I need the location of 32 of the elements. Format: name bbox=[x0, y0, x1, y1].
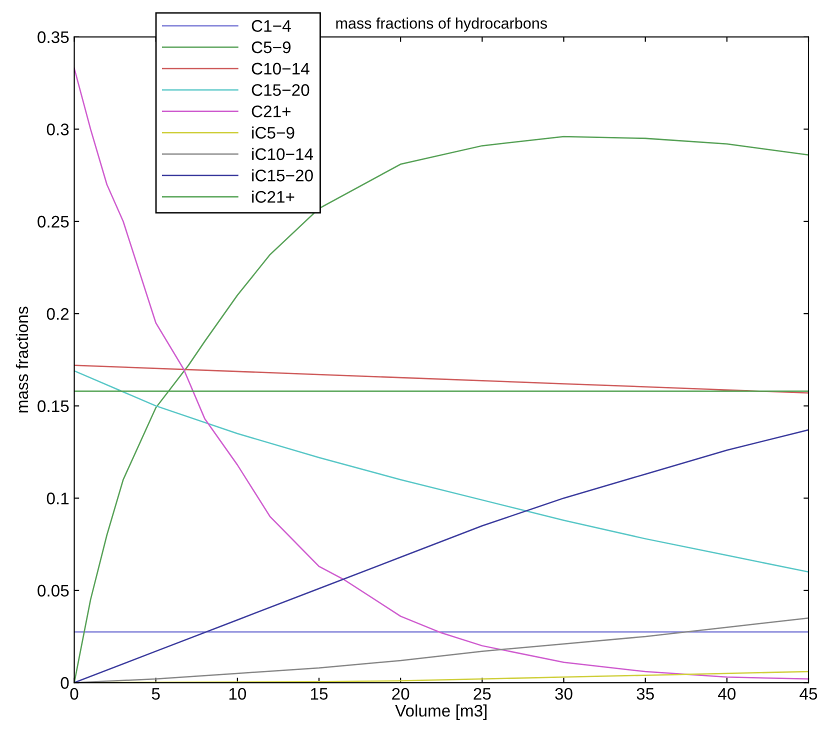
legend-label: C15−20 bbox=[252, 84, 310, 96]
legend-label: C21+ bbox=[252, 106, 290, 118]
x-axis-title: Volume [m3] bbox=[395, 704, 487, 720]
y-tick-label: 0.05 bbox=[38, 584, 69, 597]
x-tick-label: 40 bbox=[718, 688, 736, 700]
line-series bbox=[74, 364, 808, 394]
x-tick-label: 0 bbox=[70, 688, 78, 700]
x-tick-label: 30 bbox=[555, 688, 572, 700]
x-tick-label: 25 bbox=[474, 688, 491, 700]
legend-label: iC15−20 bbox=[252, 169, 313, 182]
legend-label: C10−14 bbox=[252, 62, 310, 75]
line-series bbox=[74, 370, 808, 573]
y-tick-label: 0.2 bbox=[46, 308, 69, 320]
x-tick-label: 5 bbox=[152, 688, 160, 700]
x-tick-label: 10 bbox=[229, 688, 246, 700]
y-tick-label: 0 bbox=[60, 677, 69, 689]
x-tick-label: 45 bbox=[800, 688, 818, 700]
legend-label: iC10−14 bbox=[252, 148, 314, 160]
legend-label: C5−9 bbox=[252, 41, 291, 54]
y-tick-label: 0.35 bbox=[38, 31, 69, 44]
y-tick-label: 0.1 bbox=[46, 492, 69, 504]
y-tick-label: 0.15 bbox=[38, 400, 69, 412]
y-axis-title: mass fractions bbox=[16, 306, 28, 412]
y-tick-label: 0.25 bbox=[38, 216, 69, 228]
x-tick-label: 15 bbox=[311, 688, 328, 700]
y-tick-label: 0.3 bbox=[46, 124, 69, 136]
legend-label: C1−4 bbox=[252, 20, 291, 32]
x-tick-label: 35 bbox=[636, 688, 654, 700]
legend-label: iC5−9 bbox=[252, 126, 294, 139]
x-tick-label: 20 bbox=[392, 688, 410, 700]
legend-label: iC21+ bbox=[252, 190, 294, 203]
chart-title: mass fractions of hydrocarbons bbox=[336, 17, 547, 32]
